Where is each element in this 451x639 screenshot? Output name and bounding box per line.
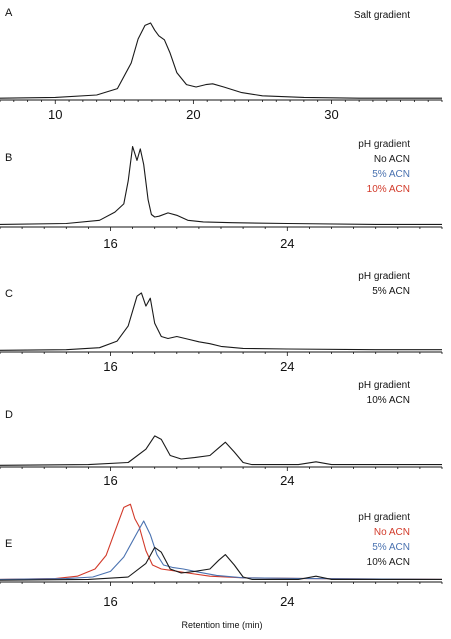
tick-label: 16 xyxy=(103,236,117,251)
series-line-b-1 xyxy=(0,145,442,225)
tick-label: 24 xyxy=(280,473,294,488)
annotation-b-3: 5% ACN xyxy=(372,169,410,180)
series-line-e-3 xyxy=(0,546,442,581)
tick-label: 16 xyxy=(103,359,117,374)
tick-label: 16 xyxy=(103,473,117,488)
series-line-a-1 xyxy=(0,22,442,99)
annotation-a-1: Salt gradient xyxy=(354,10,410,21)
tick-label: 20 xyxy=(186,107,200,122)
annotation-d-2: 10% ACN xyxy=(367,395,410,406)
tick-label: 24 xyxy=(280,359,294,374)
series-line-d-1 xyxy=(0,435,442,466)
panel-label-b: B xyxy=(5,152,12,164)
annotation-c-1: pH gradient xyxy=(358,271,410,282)
series-line-e-2 xyxy=(0,520,443,580)
annotation-b-4: 10% ACN xyxy=(367,184,410,195)
tick-label: 30 xyxy=(324,107,338,122)
x-axis-label: Retention time (min) xyxy=(181,620,262,630)
annotation-b-1: pH gradient xyxy=(358,139,410,150)
panel-label-a: A xyxy=(5,7,13,19)
panel-label-c: C xyxy=(5,288,13,300)
annotation-e-4: 10% ACN xyxy=(367,557,410,568)
annotation-e-1: pH gradient xyxy=(358,512,410,523)
annotation-e-2: No ACN xyxy=(374,527,410,538)
series-line-c-1 xyxy=(0,292,442,351)
tick-label: 10 xyxy=(48,107,62,122)
annotation-b-2: No ACN xyxy=(374,154,410,165)
panel-label-e: E xyxy=(5,538,12,550)
series-line-e-1 xyxy=(0,503,443,580)
tick-label: 16 xyxy=(103,594,117,609)
annotation-d-1: pH gradient xyxy=(358,380,410,391)
annotation-c-2: 5% ACN xyxy=(372,286,410,297)
panel-label-d: D xyxy=(5,409,13,421)
tick-label: 24 xyxy=(280,236,294,251)
annotation-e-3: 5% ACN xyxy=(372,542,410,553)
tick-label: 24 xyxy=(280,594,294,609)
